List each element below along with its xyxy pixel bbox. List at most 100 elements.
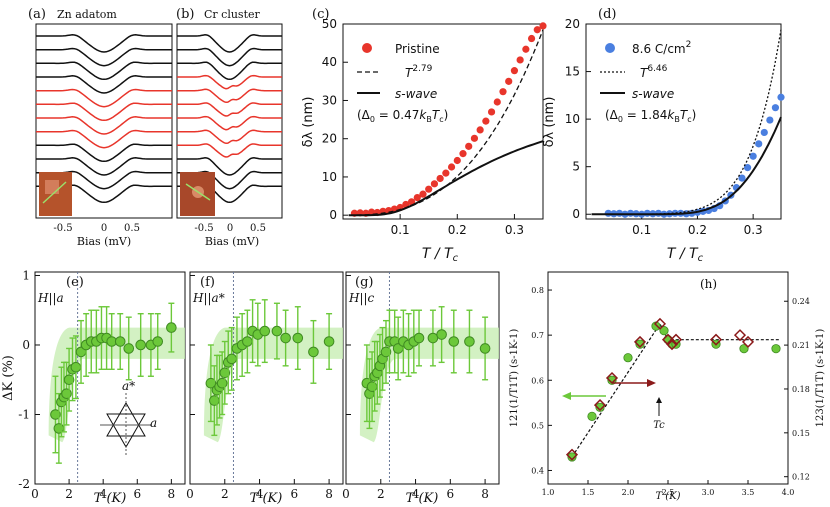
x-tick-label-1: 0 bbox=[342, 487, 350, 501]
panel-b-inset-line bbox=[185, 183, 211, 201]
spectrum-curve-1 bbox=[177, 34, 282, 53]
data-point bbox=[209, 395, 220, 406]
panel-f: 0 2 4 6 8 (f) H||a* T (K) bbox=[186, 271, 344, 506]
y-tick-label-2: -1 bbox=[18, 407, 30, 421]
y-tick-label-3: 20 bbox=[322, 132, 337, 146]
y-right-tick-label-2: 0.15 bbox=[792, 429, 810, 438]
data-point bbox=[448, 336, 460, 347]
spectrum-curve-4 bbox=[36, 75, 172, 94]
data-point bbox=[123, 343, 135, 354]
panel-e-plot: 0 2 4 6 8 -2 -1 0 1 bbox=[18, 268, 185, 501]
panel-c-legend-pristine: Pristine bbox=[395, 42, 440, 56]
data-point bbox=[479, 343, 491, 354]
data-point bbox=[499, 88, 507, 96]
panel-d-legend-gap: (Δ0 = 1.84kBTc) bbox=[605, 108, 696, 124]
data-point bbox=[425, 185, 433, 193]
data-point bbox=[308, 346, 319, 358]
x-tick-label-3: 0.3 bbox=[744, 223, 763, 237]
data-point bbox=[447, 163, 456, 171]
panel-a-frame bbox=[35, 23, 173, 219]
panel-g-frame bbox=[345, 271, 500, 485]
spectrum-curve-3 bbox=[177, 61, 282, 81]
panel-h-green-arrowhead bbox=[562, 392, 571, 400]
panel-a-label: (a) bbox=[28, 7, 46, 22]
data-point-123 bbox=[653, 317, 667, 330]
x-tick-label-3: 2.0 bbox=[622, 488, 635, 497]
panel-h: 1.0 1.5 2.0 2.5 3.0 3.5 4.0 0.4 0.5 0.6 0.7 0.8 0.12… bbox=[509, 271, 826, 502]
panel-c-ylabel: δλ (nm) bbox=[301, 97, 316, 148]
data-point bbox=[516, 56, 524, 64]
panel-g-label: (g) bbox=[355, 275, 373, 290]
data-point bbox=[436, 174, 444, 183]
panel-g: 0 2 4 6 8 (g) H||c T (K) bbox=[342, 271, 500, 506]
data-point-123 bbox=[733, 329, 747, 342]
data-point bbox=[242, 336, 253, 347]
panel-d-ylabel: δλ (nm) bbox=[542, 97, 557, 148]
spectrum-curve-7 bbox=[36, 116, 172, 135]
data-point-121 bbox=[739, 344, 749, 354]
y-tick-label-2: 5 bbox=[572, 160, 580, 174]
panel-g-field: H||c bbox=[348, 291, 375, 305]
panel-h-ylabel-right: 123(1/T1T) (s-1K-1) bbox=[815, 329, 826, 428]
data-point bbox=[226, 353, 238, 365]
data-point bbox=[430, 180, 439, 188]
x-tick-label-1: 0 bbox=[31, 487, 39, 501]
panel-d-frame bbox=[585, 23, 782, 220]
panel-f-frame bbox=[189, 271, 344, 485]
x-tick-label-5: 3.0 bbox=[702, 488, 715, 497]
y-tick-label-5: 20 bbox=[565, 17, 580, 31]
panel-a-tick-1: -0.5 bbox=[53, 223, 72, 234]
x-tick-label-4: 2.5 bbox=[662, 488, 675, 497]
data-point bbox=[539, 22, 547, 30]
data-point bbox=[527, 34, 536, 43]
data-point bbox=[61, 388, 72, 399]
data-point bbox=[522, 45, 530, 53]
y-tick-label-1: 0 bbox=[572, 207, 580, 221]
panel-b-label: (b) bbox=[176, 7, 194, 22]
panel-e-ylabel: ΔK (%) bbox=[1, 355, 16, 401]
panel-f-label: (f) bbox=[200, 275, 215, 290]
data-point bbox=[743, 164, 752, 172]
panel-d-legend-dose: 8.6 C/cm2 bbox=[632, 40, 691, 56]
data-point bbox=[50, 409, 61, 420]
panel-h-plot: 1.0 1.5 2.0 2.5 3.0 3.5 4.0 0.4 0.5 0.6 0.7 0.8 0.12… bbox=[531, 286, 810, 497]
panel-a-tick-2: 0 bbox=[101, 223, 107, 234]
spectrum-curve-7 bbox=[177, 115, 282, 131]
panel-h-tc-arrowhead bbox=[656, 397, 662, 403]
data-point bbox=[476, 126, 484, 134]
data-point bbox=[453, 156, 461, 165]
panel-h-red-arrowhead bbox=[647, 379, 656, 387]
panel-e-inset-astar: a* bbox=[122, 379, 135, 393]
x-tick-label-2: 0.2 bbox=[688, 223, 707, 237]
x-tick-label-3: 4 bbox=[412, 487, 420, 501]
spectrum-curve-6 bbox=[36, 102, 172, 122]
y-tick-label-4: 1 bbox=[22, 268, 30, 282]
star-triangle-up bbox=[106, 401, 146, 437]
panel-a-inset-adatom bbox=[45, 180, 59, 194]
panel-g-xlabel: T (K) bbox=[406, 491, 439, 506]
panel-f-field: H||a* bbox=[192, 291, 225, 305]
panel-c-legend-gap: (Δ0 = 0.47kBTc) bbox=[357, 108, 448, 124]
data-point-121 bbox=[595, 402, 605, 412]
spectrum-curve-8 bbox=[36, 129, 172, 149]
panel-h-xlabel: T (K) bbox=[655, 491, 680, 502]
panel-g-plot: 0 2 4 6 8 bbox=[342, 272, 499, 501]
data-point bbox=[280, 332, 291, 344]
panel-b-tick-2: 0 bbox=[227, 223, 233, 234]
x-tick-label-6: 3.5 bbox=[742, 488, 755, 497]
x-tick-label-2: 0.2 bbox=[448, 223, 467, 237]
panel-e-xlabel: T (K) bbox=[94, 491, 127, 506]
panel-a: (a) Zn adatom -0.5 0 0.5 Bias (mV) bbox=[28, 7, 173, 248]
panel-a-title: Zn adatom bbox=[57, 8, 117, 21]
panel-c-legend-swave: s-wave bbox=[395, 87, 437, 101]
panel-b-tick-3: 0.5 bbox=[250, 223, 266, 234]
data-point bbox=[465, 142, 473, 150]
data-point bbox=[505, 77, 513, 85]
x-tick-label-4: 6 bbox=[290, 487, 298, 501]
spectrum-curve-8 bbox=[177, 129, 282, 145]
x-tick-label-4: 6 bbox=[133, 487, 141, 501]
y-right-tick-label-4: 0.21 bbox=[792, 341, 810, 350]
x-tick-label-5: 8 bbox=[481, 487, 489, 501]
x-tick-label-4: 6 bbox=[446, 487, 454, 501]
